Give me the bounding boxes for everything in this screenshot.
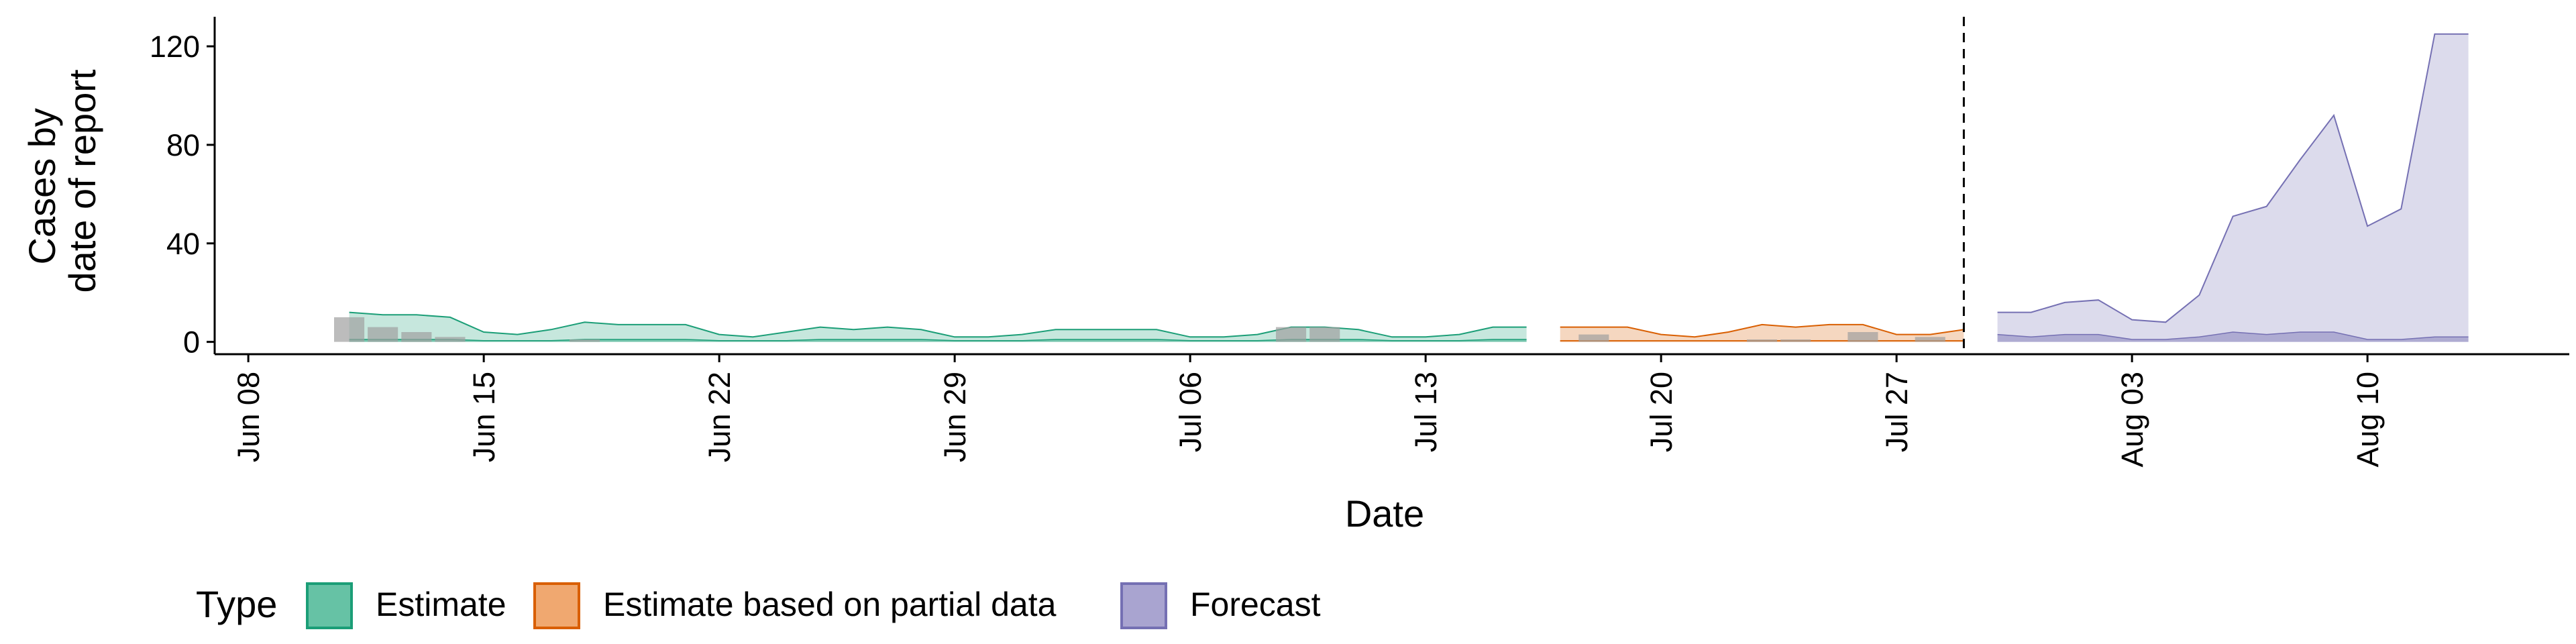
y-axis-title: Cases by date of report <box>21 69 103 293</box>
y-tick-label: 40 <box>166 227 200 261</box>
observed-bar <box>1747 339 1778 342</box>
y-tick-label: 120 <box>150 30 200 64</box>
plot-area <box>334 17 2469 354</box>
observed-bar <box>570 339 600 342</box>
inner-band-estimate <box>349 339 1527 342</box>
y-tick-label: 0 <box>183 325 200 360</box>
inner-line-forecast <box>1997 331 2469 340</box>
upper-line-estimate-based-on-partial-data <box>1560 323 1964 338</box>
observed-bar <box>1780 339 1811 342</box>
legend-label-estimate-based-on-partial-data: Estimate based on partial data <box>603 586 1057 623</box>
upper-line-forecast <box>1997 33 2469 323</box>
observed-bar <box>401 332 432 342</box>
x-tick-label: Jun 08 <box>231 372 266 462</box>
y-axis-title-line-1: Cases by <box>21 108 63 264</box>
legend-label-forecast: Forecast <box>1190 586 1321 623</box>
x-tick-label: Jun 15 <box>467 372 501 462</box>
outer-band-forecast <box>1997 34 2469 342</box>
x-tick-label: Aug 03 <box>2115 372 2149 468</box>
legend-key-estimate-based-on-partial-data <box>533 582 580 629</box>
legend-key-forecast <box>1120 582 1167 629</box>
legend: Type Estimate Estimate based on partial d… <box>196 582 1321 629</box>
x-tick-label: Jun 22 <box>702 372 737 462</box>
observed-bar <box>1847 332 1878 342</box>
x-tick-label: Jul 13 <box>1409 372 1443 452</box>
observed-bar <box>1309 327 1340 342</box>
observed-bar <box>1276 327 1307 342</box>
x-tick-label: Jul 20 <box>1644 372 1678 452</box>
x-tick-label: Jun 29 <box>938 372 972 462</box>
axes: 0 40 80 120 Jun 08 Jun 15 Jun 22 Jun 29 Jul 06 Ju… <box>150 17 2569 468</box>
inner-band-forecast <box>1997 332 2469 342</box>
x-axis-title: Date <box>1345 492 1424 535</box>
observed-bar <box>334 317 365 342</box>
legend-label-estimate: Estimate <box>376 586 506 623</box>
x-tick-label: Aug 10 <box>2351 372 2385 468</box>
observed-bar <box>1915 337 1945 342</box>
observed-bar <box>1578 334 1609 342</box>
legend-key-estimate <box>306 582 353 629</box>
outer-band-estimate <box>349 312 1527 342</box>
legend-title: Type <box>196 583 277 625</box>
y-tick-label: 80 <box>166 128 200 162</box>
x-tick-label: Jul 06 <box>1173 372 1208 452</box>
y-axis-title-line-2: date of report <box>61 69 103 293</box>
x-tick-label: Jul 27 <box>1880 372 1914 452</box>
observed-bar <box>368 327 398 342</box>
observed-bar <box>435 337 466 342</box>
